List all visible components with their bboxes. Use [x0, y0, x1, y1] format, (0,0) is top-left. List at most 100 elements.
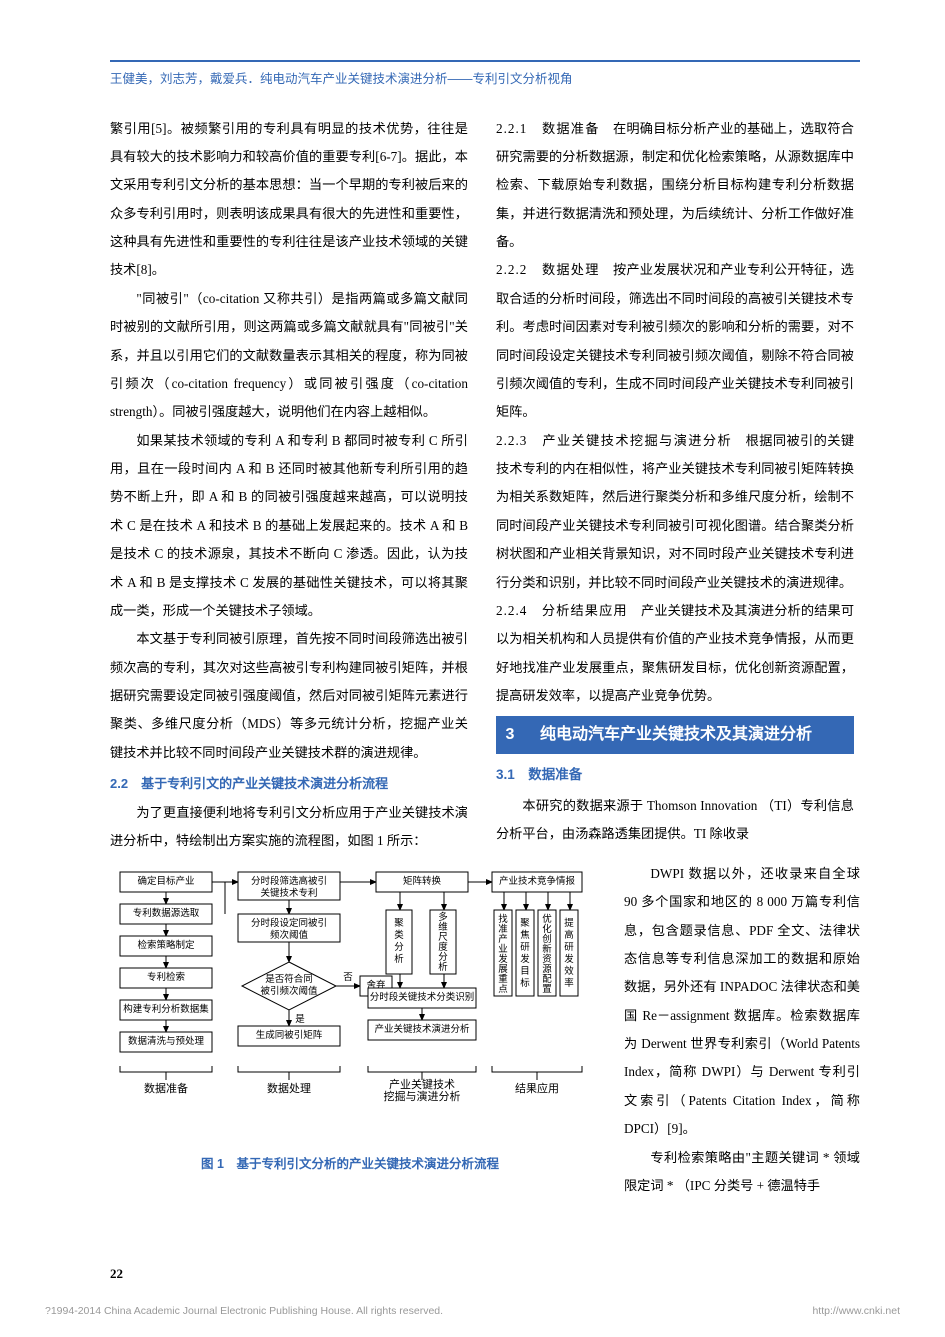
para: 本文基于专利同被引原理，首先按不同时间段筛选出被引频次高的专利，其次对这些高被引… [110, 625, 468, 767]
para-text: 按产业发展状况和产业专利公开特征，选取合适的分析时间段，筛选出不同时间段的高被引… [496, 262, 854, 419]
para-222: 2.2.2 数据处理 按产业发展状况和产业专利公开特征，选取合适的分析时间段，筛… [496, 256, 854, 426]
para: 繁引用[5]。被频繁引用的专利具有明显的技术优势，往往是具有较大的技术影响力和较… [110, 115, 468, 285]
svg-text:焦: 焦 [520, 929, 530, 941]
running-header: 王健美，刘志芳，戴爱兵．纯电动汽车产业关键技术演进分析——专利引文分析视角 [110, 66, 860, 115]
para: 专利检索策略由"主题关键词 * 领域限定词 * （IPC 分类号 + 德温特手 [624, 1144, 860, 1201]
svg-text:是: 是 [295, 1014, 305, 1025]
svg-text:数据清洗与预处理: 数据清洗与预处理 [128, 1035, 205, 1047]
svg-text:重: 重 [498, 973, 508, 985]
section-3-heading: 3 纯电动汽车产业关键技术及其演进分析 [496, 716, 854, 753]
svg-text:产业关键技术: 产业关键技术 [389, 1077, 455, 1091]
svg-text:提: 提 [564, 917, 574, 929]
svg-text:生成同被引矩阵: 生成同被引矩阵 [256, 1029, 323, 1041]
svg-text:否: 否 [343, 972, 353, 983]
para: 为了更直接便利地将专利引文分析应用于产业关键技术演进分析中，特绘制出方案实施的流… [110, 799, 468, 856]
fc-col3: 矩阵转换 聚 类 分 析 多 维 尺 度 分 析 [368, 872, 476, 1040]
svg-text:检索策略制定: 检索策略制定 [137, 939, 195, 951]
svg-text:被引频次阈值: 被引频次阈值 [260, 985, 318, 997]
svg-text:聚: 聚 [520, 918, 530, 929]
two-column-body: 繁引用[5]。被频繁引用的专利具有明显的技术优势，往往是具有较大的技术影响力和较… [110, 115, 860, 856]
svg-text:析: 析 [394, 953, 404, 965]
section-3-title: 纯电动汽车产业关键技术及其演进分析 [540, 726, 812, 743]
svg-text:确定目标产业: 确定目标产业 [137, 875, 194, 887]
svg-text:分: 分 [394, 942, 404, 953]
para: "同被引"（co-citation 又称共引）是指两篇或多篇文献同时被别的文献所… [110, 285, 468, 427]
svg-text:挖掘与演进分析: 挖掘与演进分析 [384, 1089, 461, 1103]
svg-text:聚: 聚 [394, 918, 404, 929]
footer-url: http://www.cnki.net [812, 1305, 900, 1317]
svg-text:度: 度 [438, 941, 448, 953]
svg-text:尺: 尺 [438, 932, 448, 943]
svg-text:资: 资 [542, 954, 552, 965]
svg-text:是否符合同: 是否符合同 [265, 973, 313, 985]
svg-text:目: 目 [520, 966, 530, 977]
svg-text:专利检索: 专利检索 [147, 971, 185, 983]
svg-text:分时段筛选高被引: 分时段筛选高被引 [251, 875, 327, 887]
subheading-2-2: 2.2 基于专利引文的产业关键技术演进分析流程 [110, 770, 468, 798]
svg-text:产业技术竞争情报: 产业技术竞争情报 [499, 875, 576, 887]
svg-text:准: 准 [498, 924, 508, 935]
svg-text:类: 类 [394, 929, 404, 941]
para-text: 根据同被引的关键技术专利的内在相似性，将产业关键技术专利同被引矩阵转换为相关系数… [496, 433, 854, 590]
svg-text:专利数据源选取: 专利数据源选取 [133, 907, 200, 919]
svg-text:发: 发 [520, 953, 530, 965]
svg-text:维: 维 [438, 921, 448, 933]
fc-col1: 确定目标产业 专利数据源选取 检索策略制定 专利检索 构建专利分析数据集 数据清 [120, 872, 212, 1052]
run-in-head: 2.2.3 产业关键技术挖掘与演进分析 [496, 433, 732, 448]
para-221: 2.2.1 数据准备 在明确目标分析产业的基础上，选取符合研究需要的分析数据源，… [496, 115, 854, 257]
svg-text:点: 点 [498, 984, 508, 995]
left-column: 繁引用[5]。被频繁引用的专利具有明显的技术优势，往往是具有较大的技术影响力和较… [110, 115, 468, 856]
figure-1-caption: 图 1 基于专利引文分析的产业关键技术演进分析流程 [110, 1153, 590, 1172]
run-in-head: 2.2.2 数据处理 [496, 262, 600, 277]
svg-text:置: 置 [542, 984, 552, 995]
para: DWPI 数据以外，还收录来自全球 90 多个国家和地区的 8 000 万篇专利… [624, 860, 860, 1144]
fc-stage-labels: 数据准备 数据处理 产业关键技术 挖掘与演进分析 结果应用 [120, 1066, 582, 1103]
svg-text:研: 研 [520, 942, 530, 953]
figure-row: 确定目标产业 专利数据源选取 检索策略制定 专利检索 构建专利分析数据集 数据清 [110, 860, 860, 1201]
svg-text:率: 率 [564, 977, 574, 989]
svg-text:新: 新 [542, 943, 552, 955]
right-column-wrapped: DWPI 数据以外，还收录来自全球 90 多个国家和地区的 8 000 万篇专利… [598, 860, 860, 1201]
para: 本研究的数据来源于 Thomson Innovation （TI）专利信息分析平… [496, 792, 854, 849]
svg-text:找: 找 [498, 913, 508, 925]
para: 如果某技术领域的专利 A 和专利 B 都同时被专利 C 所引用，且在一段时间内 … [110, 427, 468, 626]
svg-text:展: 展 [498, 964, 508, 975]
svg-text:析: 析 [438, 961, 448, 973]
svg-text:发: 发 [564, 953, 574, 965]
svg-text:数据处理: 数据处理 [267, 1081, 311, 1095]
para-223: 2.2.3 产业关键技术挖掘与演进分析 根据同被引的关键技术专利的内在相似性，将… [496, 427, 854, 597]
figure-1: 确定目标产业 专利数据源选取 检索策略制定 专利检索 构建专利分析数据集 数据清 [110, 866, 590, 1199]
svg-text:优: 优 [542, 913, 552, 925]
svg-text:分: 分 [438, 952, 448, 963]
svg-text:矩阵转换: 矩阵转换 [403, 875, 442, 887]
header-rule [110, 60, 860, 62]
flowchart-svg: 确定目标产业 专利数据源选取 检索策略制定 专利检索 构建专利分析数据集 数据清 [110, 866, 590, 1138]
footer: ?1994-2014 China Academic Journal Electr… [45, 1305, 900, 1317]
svg-text:分时段关键技术分类识别: 分时段关键技术分类识别 [370, 991, 475, 1003]
svg-text:高: 高 [564, 929, 574, 941]
svg-text:频次阈值: 频次阈值 [270, 929, 309, 941]
svg-text:源: 源 [542, 964, 552, 975]
run-in-head: 2.2.1 数据准备 [496, 121, 600, 136]
fc-col4: 产业技术竞争情报 找准产业发展重点 聚焦研发目标 优化创新资源配置 提高研发效率 [492, 872, 582, 996]
page-number: 22 [110, 1266, 123, 1282]
svg-text:发: 发 [498, 953, 508, 965]
svg-text:配: 配 [542, 974, 552, 985]
svg-text:关键技术专利: 关键技术专利 [260, 887, 317, 899]
right-column: 2.2.1 数据准备 在明确目标分析产业的基础上，选取符合研究需要的分析数据源，… [496, 115, 854, 856]
svg-text:数据准备: 数据准备 [144, 1081, 188, 1095]
svg-text:构建专利分析数据集: 构建专利分析数据集 [123, 1003, 209, 1015]
svg-text:创: 创 [542, 933, 552, 945]
para-224: 2.2.4 分析结果应用 产业关键技术及其演进分析的结果可以为相关机构和人员提供… [496, 597, 854, 711]
svg-text:标: 标 [520, 977, 530, 989]
svg-text:业: 业 [498, 944, 508, 955]
svg-text:化: 化 [542, 923, 552, 935]
run-in-head: 2.2.4 分析结果应用 [496, 603, 628, 618]
svg-text:产业关键技术演进分析: 产业关键技术演进分析 [374, 1023, 470, 1035]
para-text: 在明确目标分析产业的基础上，选取符合研究需要的分析数据源，制定和优化检索策略，从… [496, 121, 854, 250]
svg-text:效: 效 [564, 965, 574, 977]
svg-text:产: 产 [498, 933, 508, 945]
svg-text:分时段设定同被引: 分时段设定同被引 [251, 917, 327, 929]
subheading-3-1: 3.1 数据准备 [496, 760, 854, 789]
svg-text:多: 多 [438, 911, 448, 923]
